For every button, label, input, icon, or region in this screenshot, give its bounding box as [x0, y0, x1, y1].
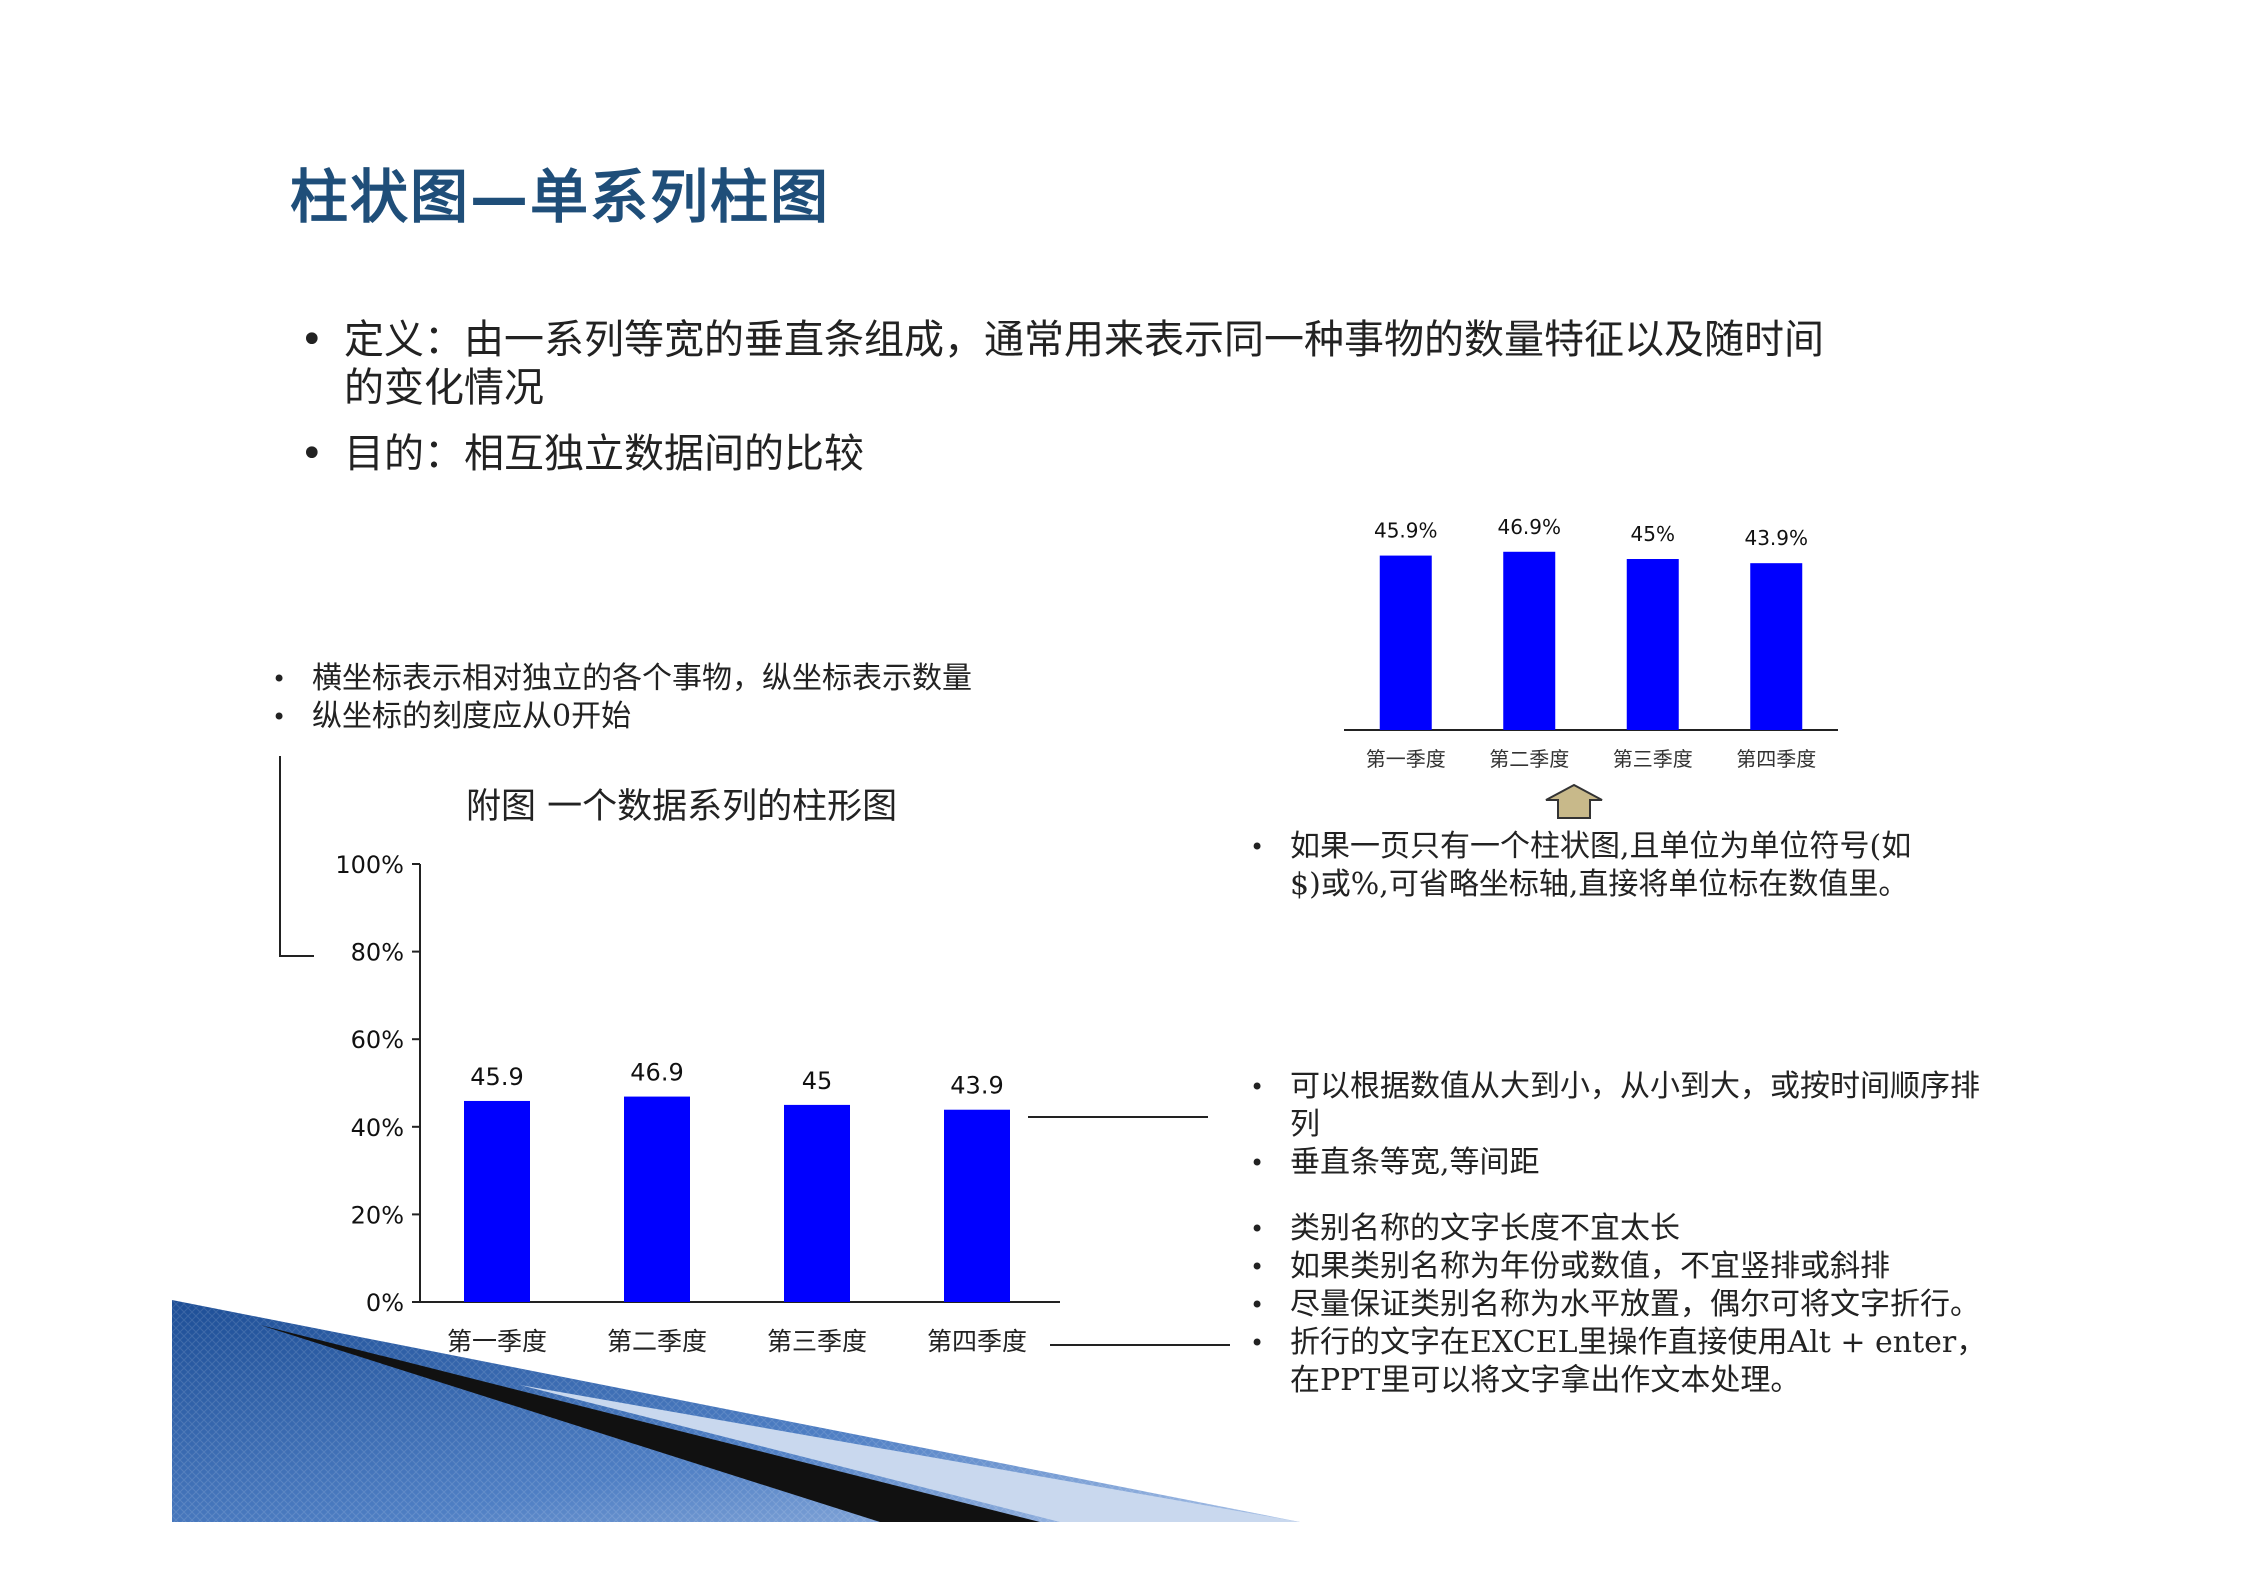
mini-x-category-label: 第四季度 [1736, 747, 1816, 771]
axis-note-1: 横坐标表示相对独立的各个事物，纵坐标表示数量 [272, 660, 1092, 698]
category-note-4: 折行的文字在EXCEL里操作直接使用Alt + enter，在PPT里可以将文字… [1250, 1324, 2010, 1400]
x-category-label: 第三季度 [767, 1327, 867, 1356]
main-bullet-list: 定义：由一系列等宽的垂直条组成，通常用来表示同一种事物的数量特征以及随时间的变化… [300, 316, 1860, 496]
mini-chart-svg: 45.9% 第一季度 46.9% 第二季度 45% 第三季度 43.9% 第四季度 [1344, 515, 1838, 771]
y-tick-label: 60% [351, 1026, 404, 1054]
category-note-3: 尽量保证类别名称为水平放置，偶尔可将文字折行。 [1250, 1286, 2010, 1324]
axis-note-2: 纵坐标的刻度应从0开始 [272, 698, 1092, 736]
mini-bar-value-label: 46.9% [1497, 515, 1561, 539]
y-tick-label: 40% [351, 1114, 404, 1142]
axis-notes: 横坐标表示相对独立的各个事物，纵坐标表示数量 纵坐标的刻度应从0开始 [272, 660, 1092, 736]
x-category-label: 第一季度 [447, 1327, 547, 1356]
bracket-line [279, 756, 314, 957]
order-note-1: 可以根据数值从大到小，从小到大，或按时间顺序排列 [1250, 1068, 1990, 1144]
category-notes: 类别名称的文字长度不宜太长 如果类别名称为年份或数值，不宜竖排或斜排 尽量保证类… [1250, 1210, 2010, 1400]
mini-bar [1379, 555, 1432, 730]
mini-bar-value-label: 43.9% [1744, 526, 1808, 550]
bar [624, 1096, 690, 1302]
mini-bar-value-label: 45% [1631, 522, 1675, 546]
main-chart-title: 附图 一个数据系列的柱形图 [466, 787, 898, 827]
page-title: 柱状图—单系列柱图 [290, 163, 831, 231]
bar [464, 1100, 530, 1302]
main-chart-svg: 0% 20% 40% 60% 80% 100% 45.9 第一季度 46.9 第二季度 45 第三季度… [335, 851, 1060, 1356]
bar-value-label: 46.9 [630, 1059, 683, 1087]
purpose-bullet: 目的：相互独立数据间的比较 [300, 430, 1860, 478]
bar-value-label: 45 [802, 1067, 833, 1095]
y-tick-label: 20% [351, 1201, 404, 1229]
blue-wedge-texture [172, 1300, 1300, 1522]
mini-chart: 45.9% 第一季度 46.9% 第二季度 45% 第三季度 43.9% 第四季度 [1330, 490, 1870, 790]
black-wedge [260, 1325, 1040, 1522]
mini-x-category-label: 第三季度 [1613, 747, 1693, 771]
order-notes: 可以根据数值从大到小，从小到大，或按时间顺序排列 垂直条等宽,等间距 [1250, 1068, 1990, 1182]
bar-value-label: 45.9 [470, 1063, 523, 1091]
mini-bar [1503, 551, 1556, 730]
main-chart: 附图 一个数据系列的柱形图 0% 20% 40% 60% 80% 100% 45.9 第一季度… [300, 778, 1300, 1358]
bar-value-label: 43.9 [950, 1072, 1003, 1100]
mini-bar [1750, 563, 1803, 730]
y-tick-label: 0% [366, 1289, 404, 1317]
category-note-1: 类别名称的文字长度不宜太长 [1250, 1210, 2010, 1248]
x-category-label: 第四季度 [927, 1327, 1027, 1356]
mini-bar [1626, 559, 1679, 730]
light-wedge [520, 1385, 1300, 1522]
y-tick-label: 80% [351, 939, 404, 967]
unit-note: 如果一页只有一个柱状图,且单位为单位符号(如$)或%,可省略坐标轴,直接将单位标… [1250, 828, 1940, 904]
bar [784, 1104, 850, 1302]
mini-x-category-label: 第二季度 [1489, 747, 1569, 771]
unit-note-item: 如果一页只有一个柱状图,且单位为单位符号(如$)或%,可省略坐标轴,直接将单位标… [1250, 828, 1940, 904]
x-category-label: 第二季度 [607, 1327, 707, 1356]
y-tick-label: 100% [335, 851, 404, 879]
mini-x-category-label: 第一季度 [1366, 747, 1446, 771]
mini-bar-value-label: 45.9% [1374, 519, 1438, 543]
up-arrow-icon [1545, 783, 1603, 819]
bar [944, 1109, 1010, 1302]
definition-bullet: 定义：由一系列等宽的垂直条组成，通常用来表示同一种事物的数量特征以及随时间的变化… [300, 316, 1860, 412]
order-note-2: 垂直条等宽,等间距 [1250, 1144, 1990, 1182]
category-note-2: 如果类别名称为年份或数值，不宜竖排或斜排 [1250, 1248, 2010, 1286]
